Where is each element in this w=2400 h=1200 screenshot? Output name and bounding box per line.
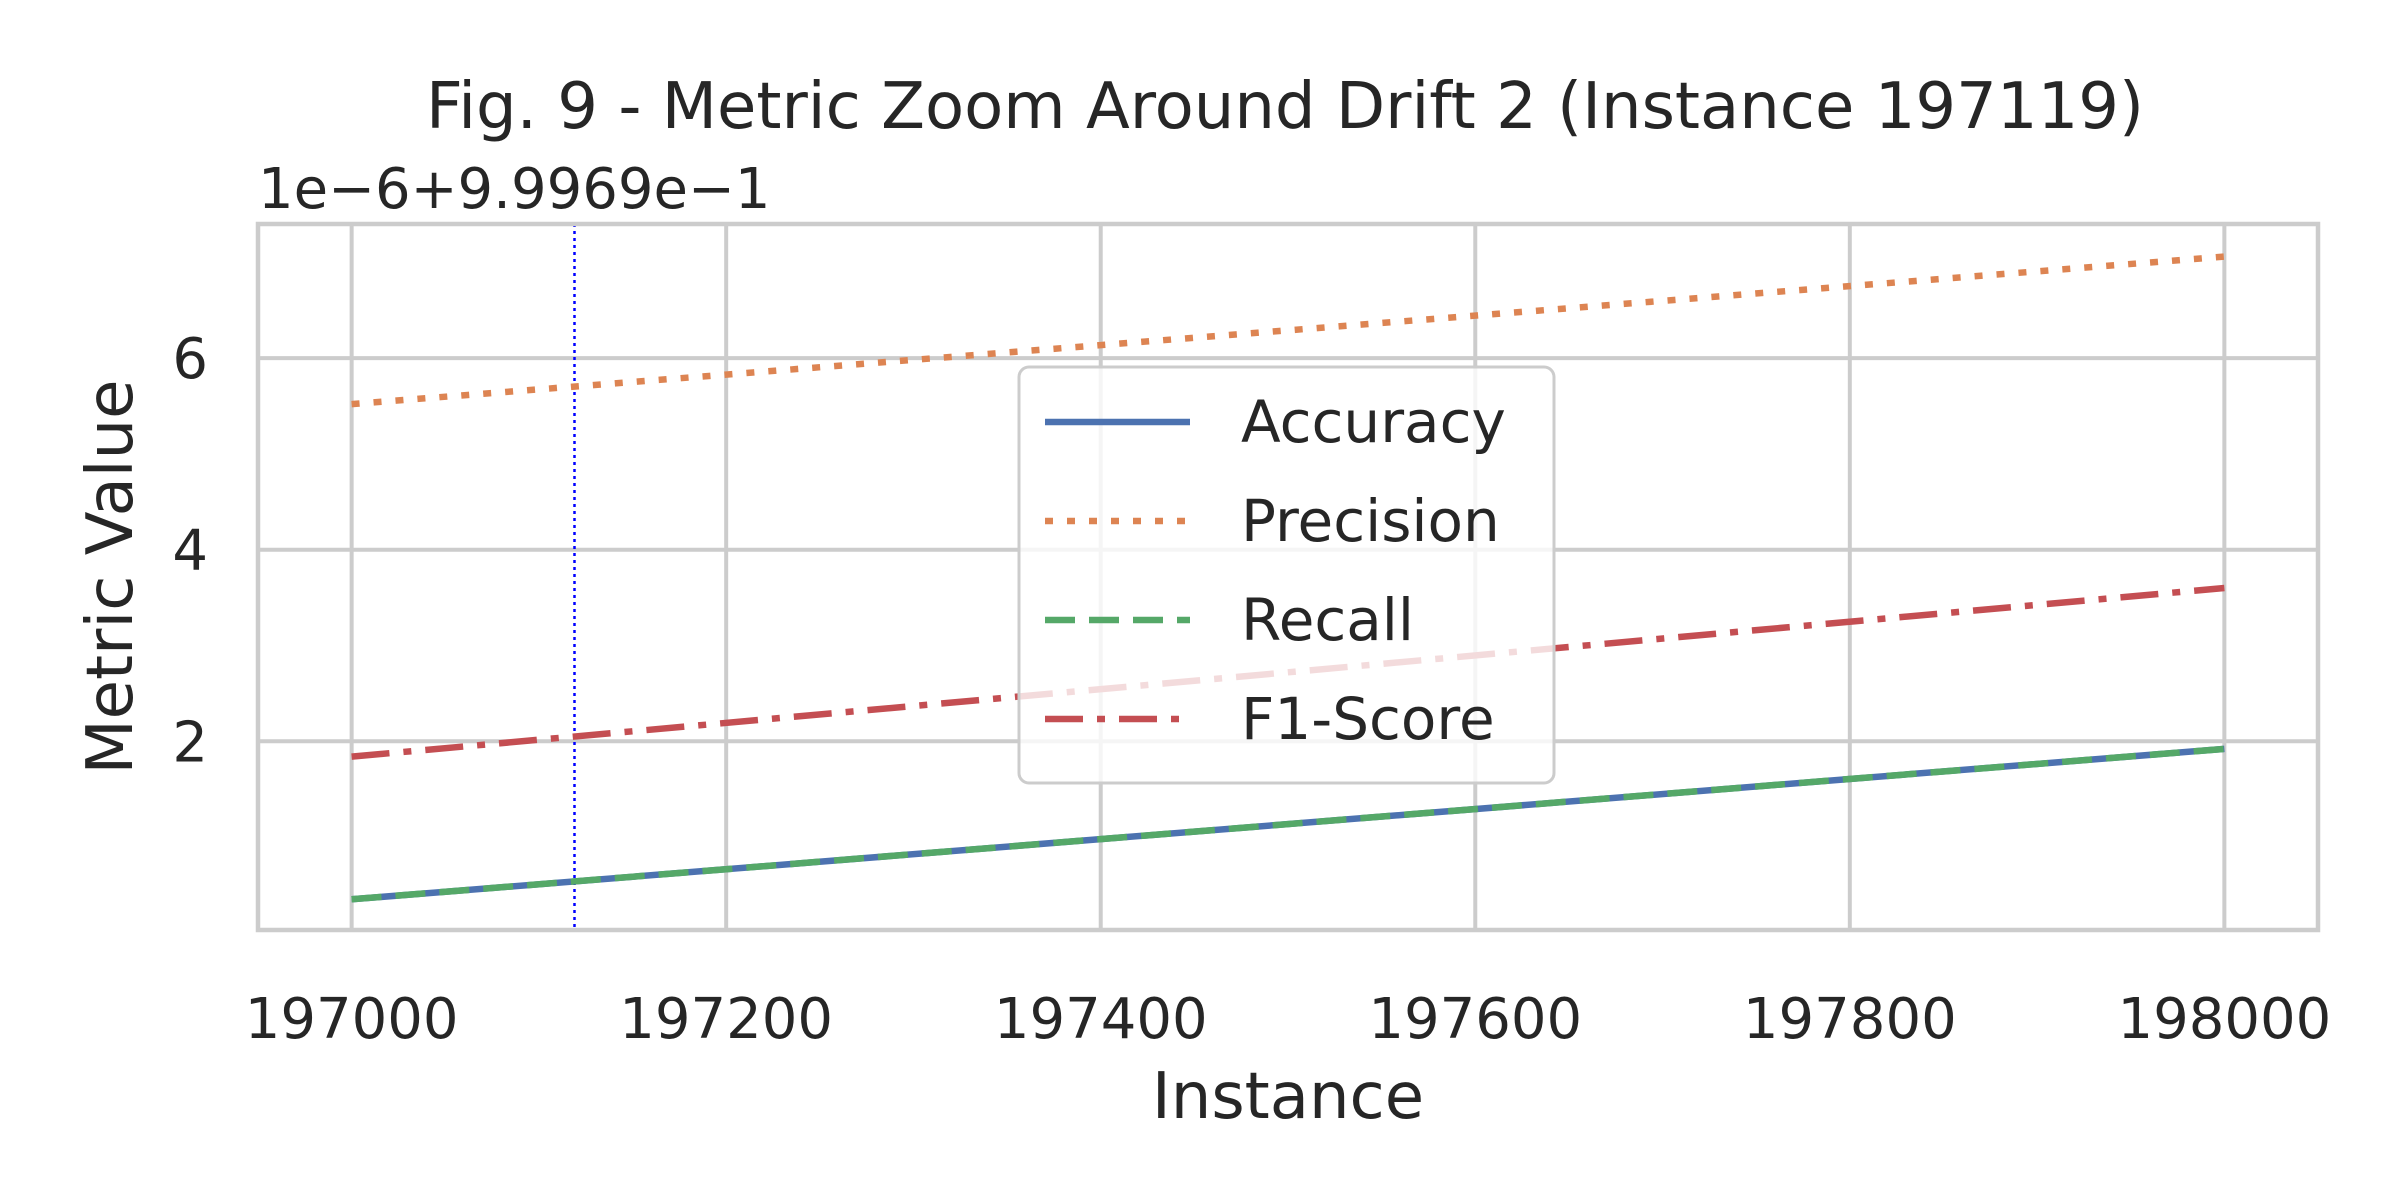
x-tick-label: 197800 — [1743, 987, 1957, 1052]
y-axis-label: Metric Value — [74, 379, 148, 774]
x-tick-label: 197000 — [245, 987, 459, 1052]
legend: Accuracy Precision Recall F1-Score — [1017, 365, 1556, 785]
x-tick-label: 197600 — [1368, 987, 1582, 1052]
x-axis-label: Instance — [1152, 1060, 1424, 1134]
y-tick-label: 6 — [172, 327, 208, 392]
x-tick-label: 198000 — [2117, 987, 2331, 1052]
legend-label: Accuracy — [1241, 388, 1506, 456]
x-tick-labels: 197000 197200 197400 197600 197800 198000 — [245, 987, 2332, 1052]
plot-frame — [255, 221, 2321, 933]
x-tick-label: 197200 — [619, 987, 833, 1052]
legend-label: Precision — [1241, 487, 1500, 555]
y-offset-text: 1e−6+9.9969e−1 — [258, 157, 771, 222]
y-tick-labels: 2 4 6 — [172, 327, 208, 775]
legend-label: F1-Score — [1241, 685, 1495, 753]
legend-label: Recall — [1241, 586, 1414, 654]
series-line-precision — [351, 253, 2225, 408]
y-tick-label: 2 — [172, 710, 208, 775]
chart-title: Fig. 9 - Metric Zoom Around Drift 2 (Ins… — [426, 70, 2144, 144]
legend-box — [1017, 365, 1556, 785]
series-line-recall — [351, 745, 2225, 903]
x-tick-label: 197400 — [994, 987, 1208, 1052]
y-tick-label: 4 — [172, 519, 208, 584]
